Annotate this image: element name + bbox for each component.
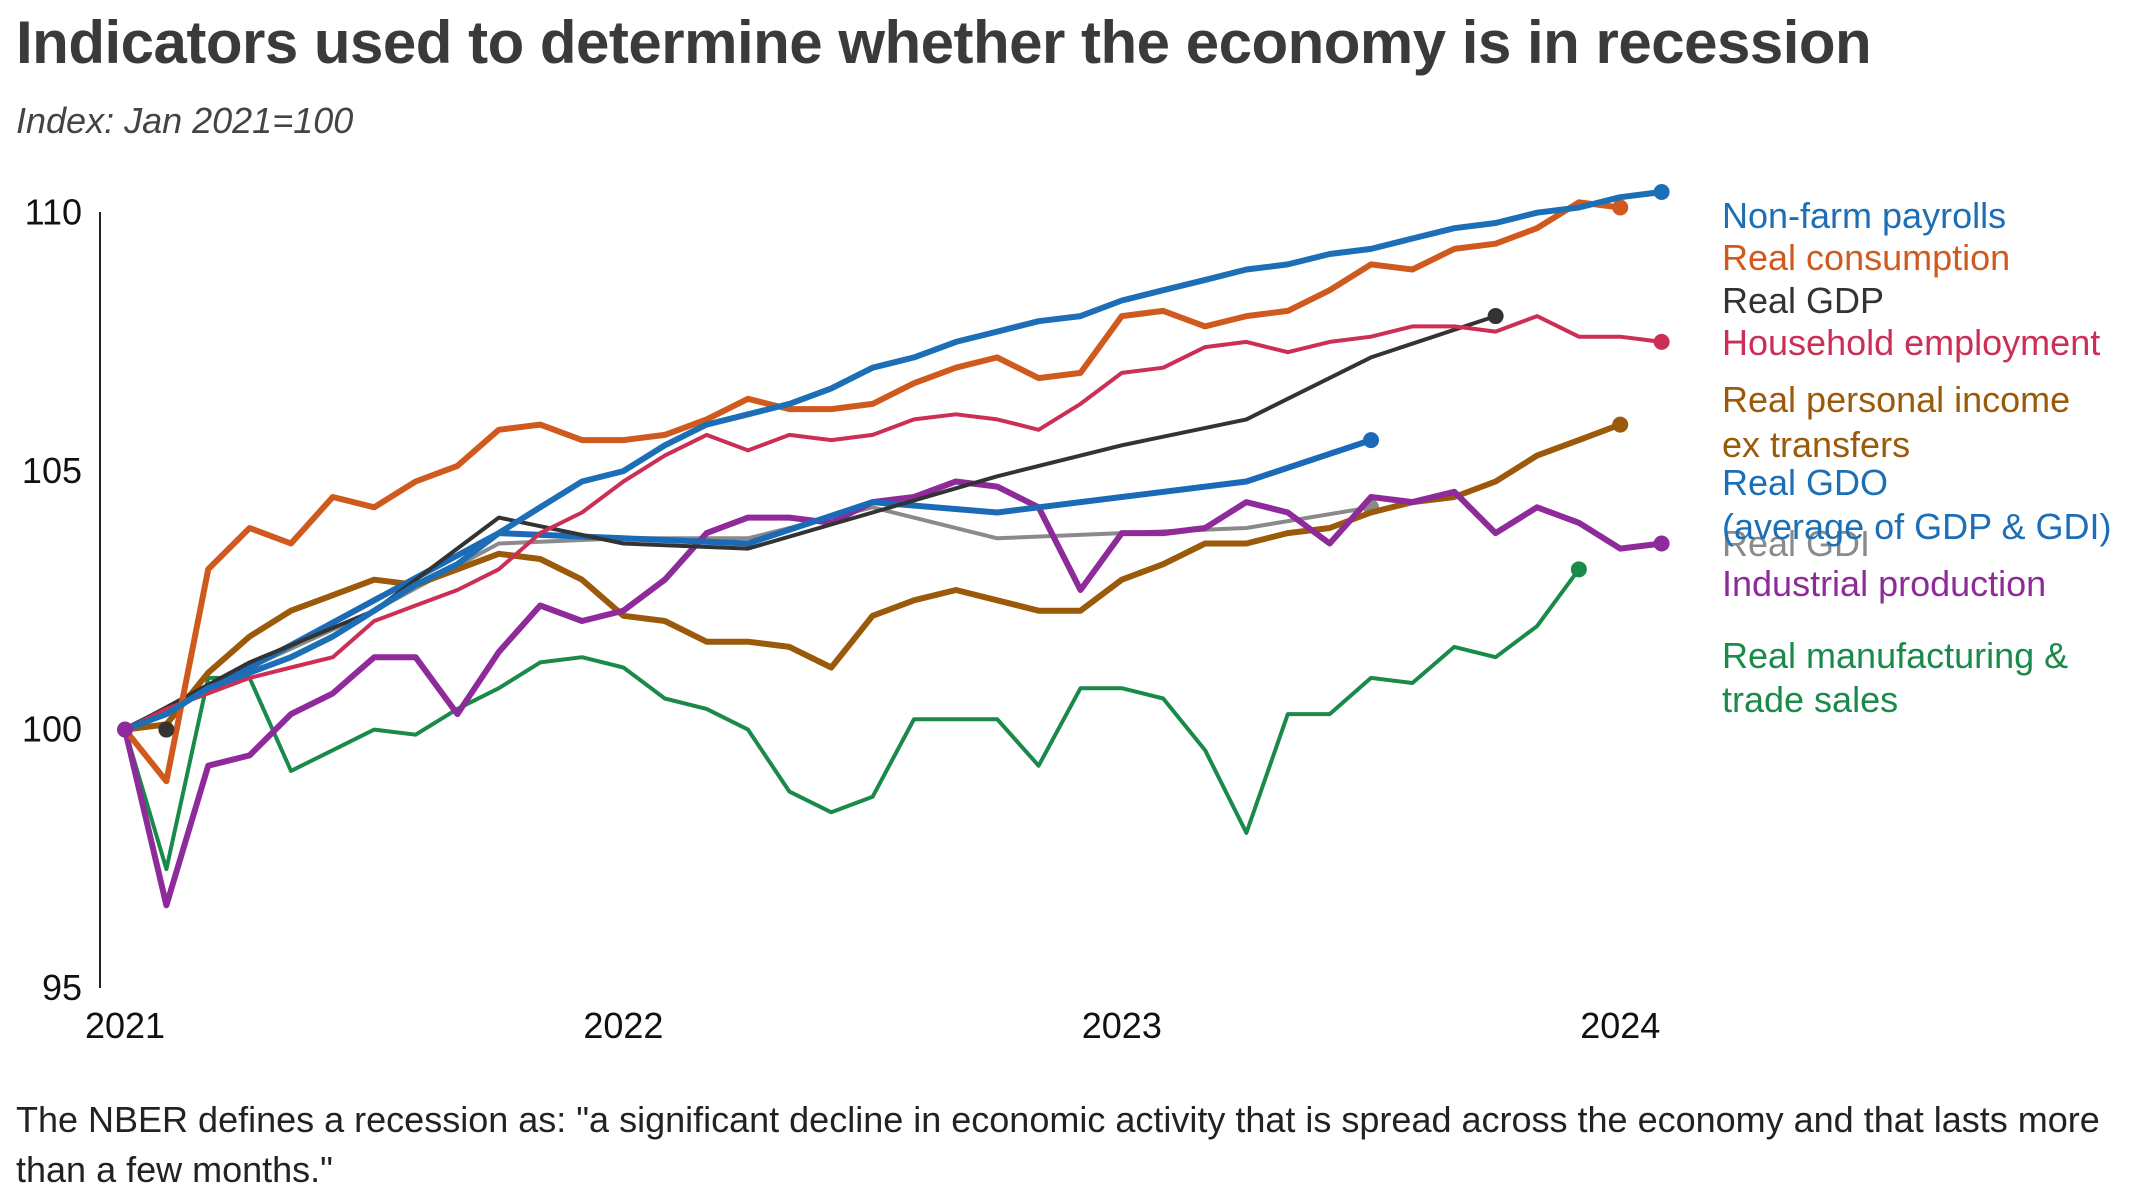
series-line — [123, 314, 1664, 732]
series-label: trade sales — [1722, 679, 1898, 720]
series-label: Real personal income — [1722, 379, 2070, 420]
y-tick-label: 110 — [25, 192, 82, 233]
series-line — [122, 189, 1665, 733]
chart-subtitle: Index: Jan 2021=100 — [16, 100, 354, 141]
x-tick-label: 2024 — [1580, 1005, 1660, 1046]
chart-axes: 95 100 105 110 2021 2022 2023 2024 — [22, 192, 1660, 1046]
series-end-dot — [1653, 184, 1670, 200]
series-line — [122, 437, 1374, 733]
x-tick-label: 2021 — [85, 1005, 165, 1046]
series-label: Household employment — [1722, 322, 2100, 363]
series-end-dot — [1612, 416, 1629, 433]
series-start-dot — [158, 721, 175, 738]
series-label: Real GDI — [1722, 523, 1870, 564]
series-end-dot — [1363, 432, 1380, 449]
series-line — [122, 421, 1624, 733]
series-start-dot — [117, 721, 133, 738]
series-label: Non-farm payrolls — [1722, 195, 2006, 236]
series-end-dot — [1653, 535, 1670, 552]
x-tick-label: 2023 — [1082, 1005, 1162, 1046]
series-label: (average of GDP & GDI) — [1722, 506, 2111, 547]
series-label: Industrial production — [1722, 563, 2046, 604]
series-line — [122, 199, 1624, 785]
chart-title: Indicators used to determine whether the… — [16, 9, 1872, 76]
series-label: Real GDP — [1722, 280, 1884, 321]
series-line — [123, 567, 1581, 872]
series-end-dot — [1612, 199, 1629, 216]
series-label: Real manufacturing & — [1722, 635, 2068, 676]
x-tick-label: 2022 — [583, 1005, 663, 1046]
series-line — [123, 314, 1498, 732]
y-tick-label: 100 — [22, 709, 82, 750]
y-tick-label: 95 — [42, 967, 82, 1008]
footnote: The NBER defines a recession as: "a sign… — [16, 1099, 2100, 1190]
series-label: Real GDO — [1722, 462, 1888, 503]
series-end-dot — [1653, 333, 1670, 350]
series-label: ex transfers — [1722, 424, 1910, 465]
series-end-dot — [1570, 561, 1587, 578]
y-tick-label: 105 — [22, 450, 82, 491]
series-lines — [117, 184, 1670, 909]
series-end-dot — [1487, 308, 1504, 325]
line-chart: 95 100 105 110 2021 2022 2023 2024 Non-farm pay… — [22, 184, 2111, 1046]
series-label: Real consumption — [1722, 237, 2010, 278]
series-line — [122, 478, 1665, 909]
